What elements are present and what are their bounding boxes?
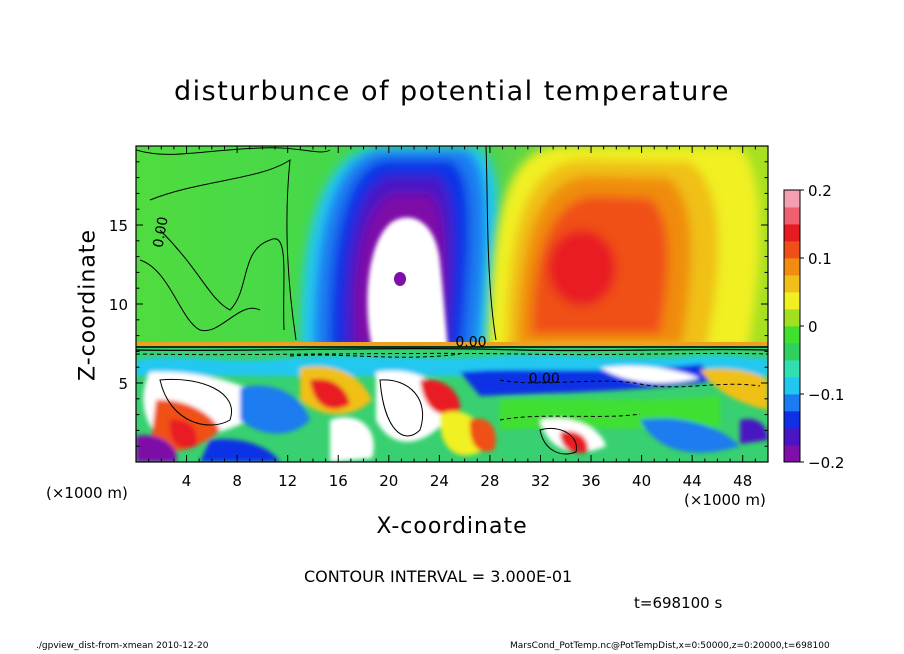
x-unit-left: (×1000 m) [46,484,128,502]
colorbar: 0.2 0.1 0 −0.1 −0.2 [783,182,844,472]
colorbar-tick-label: −0.1 [808,386,844,404]
colorbar-swatch [784,377,800,395]
colorbar-swatch [784,224,800,242]
colorbar-tick-label: 0.1 [808,250,832,268]
x-tick-label: 48 [733,472,752,490]
time-label: t=698100 s [634,594,723,612]
colorbar-swatch [784,411,800,429]
x-axis-label: X-coordinate [376,514,528,539]
y-tick-label: 10 [109,296,128,314]
contour-label: 0.00 [529,371,560,387]
y-axis: 5 10 15 [109,161,768,447]
contour-labels: 0.00 0.00 0.00 [151,215,560,387]
x-unit-right: (×1000 m) [684,491,766,509]
footer-source: MarsCond_PotTemp.nc@PotTempDist,x=0:5000… [510,641,830,651]
cold-spot [394,272,406,286]
x-axis: 4 8 12 16 20 24 28 32 36 40 44 48 [148,146,756,490]
colorbar-swatch [784,292,800,310]
lower-turbulence [136,355,768,462]
colorbar-tick-label: 0 [808,318,818,336]
warm-plume [488,146,760,350]
colorbar-swatch [784,275,800,293]
colorbar-swatch [784,360,800,378]
contour-lines [136,146,768,455]
inversion-band [136,342,768,346]
contour-interval-label: CONTOUR INTERVAL = 3.000E-01 [304,567,573,586]
x-tick-label: 12 [278,472,297,490]
colorbar-swatch [784,309,800,327]
contour-label: 0.00 [151,215,172,248]
cold-core [367,217,448,348]
x-tick-label: 28 [480,472,499,490]
x-tick-label: 8 [232,472,242,490]
colorbar-swatch [784,428,800,446]
x-tick-label: 40 [632,472,651,490]
y-axis-label: Z-coordinate [75,229,101,381]
y-tick-label: 15 [109,217,128,235]
x-tick-label: 20 [379,472,398,490]
x-tick-label: 36 [581,472,600,490]
colorbar-swatch [784,241,800,259]
contour-label: 0.00 [455,335,486,351]
x-tick-label: 24 [430,472,449,490]
colorbar-swatch [784,258,800,276]
x-tick-label: 32 [531,472,550,490]
colorbar-swatch [784,190,800,208]
colorbar-swatch [784,445,800,463]
footer-command: ./gpview_dist-from-xmean 2010-12-20 [36,641,209,651]
x-tick-label: 16 [329,472,348,490]
colorbar-swatch [784,394,800,412]
colorbar-swatch [784,343,800,361]
chart-title: disturbunce of potential temperature [174,76,730,107]
colorbar-swatch [784,326,800,344]
plot-area [136,146,768,462]
x-tick-label: 44 [683,472,702,490]
colorbar-tick-label: 0.2 [808,182,832,200]
colorbar-swatch [784,207,800,225]
colorbar-tick-label: −0.2 [808,454,844,472]
y-tick-label: 5 [118,375,128,393]
x-tick-label: 4 [182,472,192,490]
